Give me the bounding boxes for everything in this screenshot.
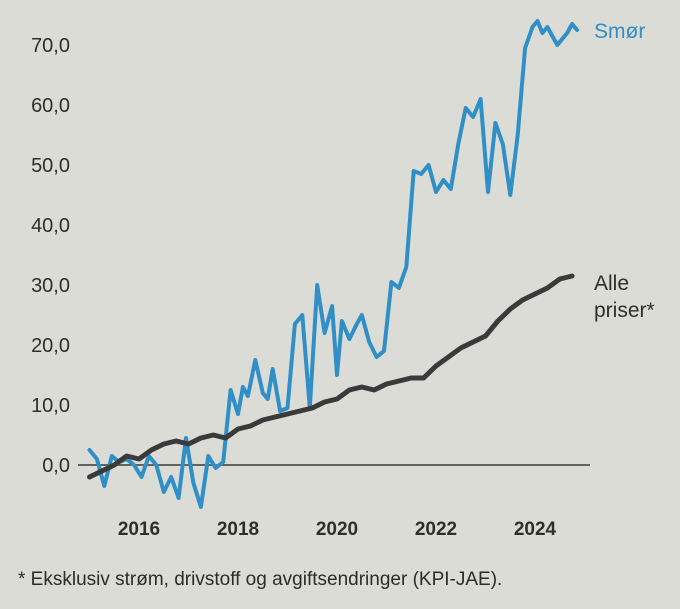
y-tick-label: 40,0 xyxy=(31,215,70,237)
series-label-alle-priser: Alle xyxy=(594,272,629,295)
y-tick-label: 0,0 xyxy=(42,455,70,477)
x-tick-label: 2020 xyxy=(316,519,358,540)
y-tick-label: 60,0 xyxy=(31,95,70,117)
series-line-smor xyxy=(87,19,580,509)
y-tick-label: 30,0 xyxy=(31,275,70,297)
series-line-alle-priser xyxy=(87,273,575,480)
y-tick-label: 70,0 xyxy=(31,35,70,57)
series-label-smor: Smør xyxy=(594,20,645,43)
x-tick-label: 2024 xyxy=(514,519,557,540)
y-tick-label: 10,0 xyxy=(31,395,70,417)
x-tick-label: 2018 xyxy=(217,519,259,540)
x-tick-label: 2016 xyxy=(118,519,160,540)
footnote: * Eksklusiv strøm, drivstoff og avgiftse… xyxy=(18,569,503,590)
y-tick-label: 20,0 xyxy=(31,335,70,357)
y-tick-label: 50,0 xyxy=(31,155,70,177)
x-tick-label: 2022 xyxy=(415,519,457,540)
series-label-alle-priser: priser* xyxy=(594,299,655,322)
